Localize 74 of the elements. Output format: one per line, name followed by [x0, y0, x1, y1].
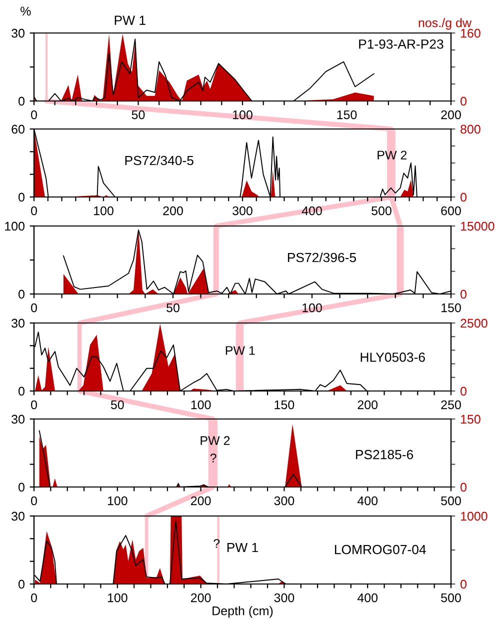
y2-tick-label: 0 — [460, 482, 466, 492]
y2-tick-label: 0 — [460, 96, 466, 106]
x-tick-label: 100 — [94, 206, 114, 216]
y2-tick-label: 150 — [460, 414, 480, 424]
y2-tick-label: 15000 — [460, 222, 494, 231]
x-tick-label: 150 — [337, 110, 357, 120]
annotation: PS72/340-5 — [125, 155, 194, 166]
y-tick-label: 30 — [12, 512, 24, 521]
annotation: PW 2 — [200, 436, 230, 445]
y-tick-label: 0 — [18, 386, 24, 396]
x-tick-label: 100 — [233, 110, 252, 120]
annotation: PS72/396-5 — [288, 252, 356, 262]
y2-axis-title: nos./g dw — [418, 18, 472, 30]
annotation: HLY0503-6 — [360, 352, 425, 362]
x-tick-label: 300 — [274, 496, 294, 506]
x-tick-label: 50 — [166, 303, 180, 312]
y-tick-label: 0 — [18, 580, 24, 589]
x-tick-label: 200 — [191, 496, 211, 506]
x-tick-label: 300 — [274, 593, 294, 602]
x-tick-label: 0 — [31, 303, 37, 312]
y-tick-label: 100 — [5, 222, 24, 231]
annotation: LOMROG07-04 — [335, 544, 426, 554]
annotation: PS2185-6 — [356, 450, 414, 460]
x-tick-label: 100 — [108, 496, 128, 506]
y-tick-label: 30 — [12, 28, 24, 38]
y2-tick-label: 0 — [460, 580, 466, 589]
x-tick-label: 50 — [110, 400, 124, 410]
x-tick-label: 0 — [31, 206, 37, 216]
x-tick-label: 50 — [132, 110, 145, 120]
x-tick-label: 400 — [302, 206, 322, 216]
x-tick-label: 400 — [357, 496, 378, 506]
annotation: PW 2 — [378, 150, 407, 160]
x-tick-label: 0 — [31, 110, 37, 120]
y2-tick-label: 800 — [460, 124, 480, 134]
y2-tick-label: 2500 — [460, 318, 488, 328]
x-axis-title: Depth (cm) — [212, 606, 273, 618]
annotation: P1-93-AR-P23 — [359, 39, 444, 49]
x-tick-label: 200 — [441, 110, 461, 120]
annotation: ? — [214, 539, 220, 548]
x-tick-label: 100 — [191, 400, 211, 410]
y2-tick-label: 0 — [460, 192, 466, 202]
y2-tick-label: 1000 — [460, 512, 488, 521]
annotation: PW 1 — [227, 542, 258, 552]
y-tick-label: 0 — [18, 96, 24, 106]
y-tick-label: 0 — [18, 482, 24, 492]
x-tick-label: 150 — [442, 303, 461, 312]
y-tick-label: 0 — [18, 192, 24, 202]
x-tick-label: 200 — [191, 593, 211, 602]
y2-tick-label: 0 — [460, 290, 466, 299]
y2-tick-label: 160 — [460, 28, 480, 38]
y-axis-title: % — [20, 6, 31, 16]
x-tick-label: 200 — [163, 206, 183, 216]
x-tick-label: 0 — [31, 593, 37, 602]
y2-tick-label: 0 — [460, 386, 466, 396]
x-tick-label: 0 — [31, 496, 37, 506]
y-tick-label: 60 — [12, 124, 24, 134]
x-tick-label: 200 — [358, 400, 378, 410]
y-tick-label: 30 — [12, 414, 24, 424]
x-tick-label: 300 — [232, 206, 252, 216]
x-tick-label: 0 — [31, 400, 37, 410]
x-tick-label: 100 — [302, 303, 322, 312]
x-tick-label: 500 — [441, 593, 461, 602]
y-tick-label: 30 — [12, 318, 24, 328]
annotation: ? — [210, 454, 216, 462]
x-tick-label: 500 — [441, 496, 461, 506]
x-tick-label: 400 — [357, 593, 378, 602]
x-tick-label: 500 — [372, 206, 392, 216]
text: PW 1 — [114, 16, 146, 25]
annotation: PW 1 — [226, 346, 255, 355]
x-tick-label: 100 — [108, 593, 128, 602]
x-tick-label: 250 — [441, 400, 461, 410]
x-tick-label: 600 — [441, 206, 461, 216]
x-tick-label: 150 — [274, 400, 294, 410]
y-tick-label: 0 — [18, 290, 24, 299]
